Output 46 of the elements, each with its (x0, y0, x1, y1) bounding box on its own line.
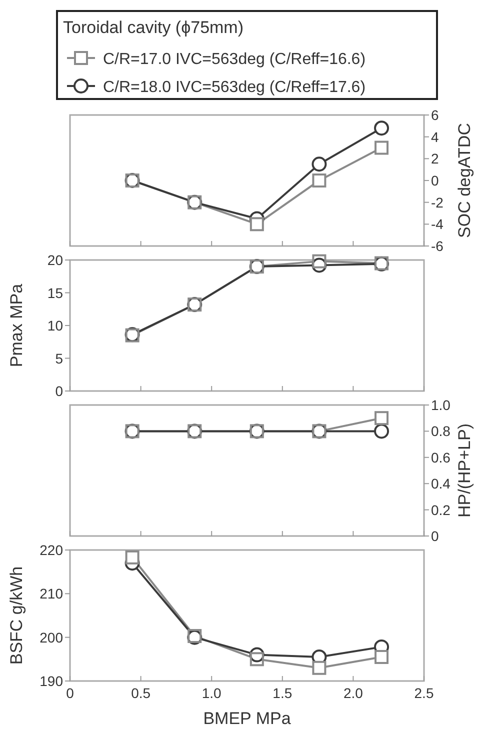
y-axis-title: SOC degATDC (455, 123, 474, 238)
y-tick-label: 0.6 (431, 449, 451, 466)
point (312, 174, 326, 188)
legend-label: C/R=17.0 IVC=563deg (C/Reff=16.6) (103, 51, 366, 68)
x-tick-label: 1.5 (272, 685, 292, 701)
y-axis-title: BSFC g/kWh (7, 566, 26, 665)
x-axis-title: BMEP MPa (203, 709, 292, 728)
point (374, 650, 389, 664)
point (250, 652, 264, 666)
y-tick-label: 210 (40, 586, 64, 602)
point (125, 550, 140, 564)
y-tick-label: 0.8 (431, 423, 451, 440)
y-axis-title: Pmax MPa (7, 283, 26, 368)
point (250, 217, 264, 232)
y-tick-label: -4 (431, 216, 444, 232)
y-tick-label: -6 (431, 238, 444, 254)
y-tick-label: 20 (47, 252, 64, 268)
y-tick-label: 200 (40, 629, 64, 646)
y-axis-title: HP/(HP+LP) (455, 424, 474, 518)
y-tick-label: 220 (40, 542, 64, 558)
y-tick-label: 190 (40, 673, 64, 689)
legend-title: Toroidal cavity (ϕ75mm) (63, 18, 244, 37)
y-tick-label: -2 (431, 194, 444, 210)
y-tick-label: 15 (47, 284, 64, 301)
point (312, 156, 327, 172)
y-tick-label: 4 (431, 128, 439, 145)
y-tick-label: 5 (55, 350, 64, 366)
point (312, 660, 326, 675)
y-tick-label: 10 (47, 318, 64, 334)
y-tick-label: 0.4 (431, 476, 451, 492)
y-tick-label: 0 (55, 383, 64, 399)
y-tick-label: 1.0 (431, 397, 451, 413)
point (374, 140, 389, 155)
point (374, 120, 390, 136)
x-tick-label: 1.0 (202, 685, 222, 701)
y-tick-label: 0 (431, 172, 439, 188)
x-tick-label: 2.0 (343, 685, 364, 701)
x-tick-label: 0.5 (131, 685, 151, 701)
y-tick-label: 0 (431, 528, 439, 544)
y-tick-label: 2 (431, 150, 439, 167)
x-tick-label: 0 (66, 685, 74, 701)
point (312, 254, 326, 268)
y-tick-label: 0.2 (431, 502, 451, 518)
x-tick-label: 2.5 (414, 685, 434, 701)
legend-label: C/R=18.0 IVC=563deg (C/Reff=17.6) (103, 79, 366, 96)
y-tick-label: 6 (431, 107, 439, 123)
